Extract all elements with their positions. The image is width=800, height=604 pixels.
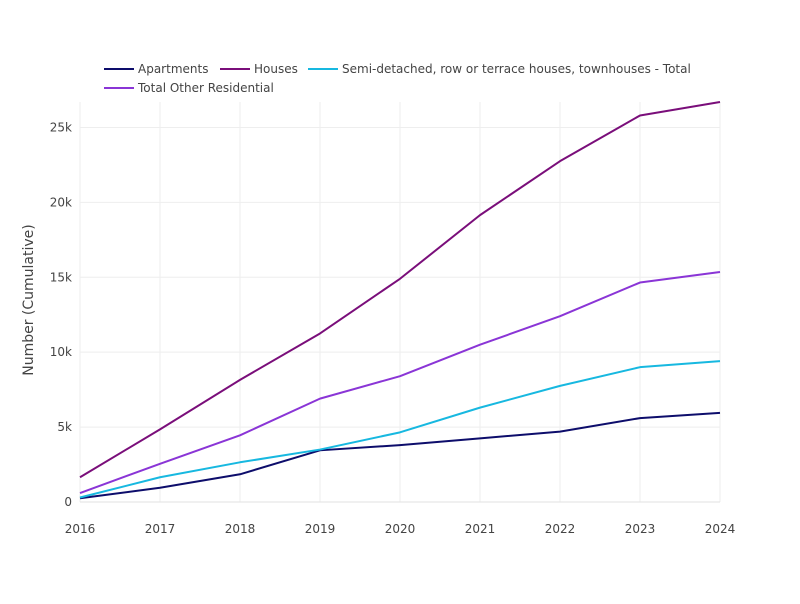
legend-label: Semi-detached, row or terrace houses, to… (342, 62, 691, 76)
y-tick-label: 15k (50, 270, 72, 284)
x-tick-label: 2018 (225, 522, 256, 536)
legend-label: Total Other Residential (137, 81, 274, 95)
x-tick-label: 2022 (545, 522, 576, 536)
legend[interactable]: Apartments Houses Semi-detached, row or te… (104, 62, 691, 95)
y-tick-label: 25k (50, 120, 72, 134)
series-line-3[interactable] (79, 271, 721, 494)
y-tick-label: 5k (57, 420, 72, 434)
y-tick-label: 10k (50, 345, 72, 359)
x-tick-label: 2019 (305, 522, 336, 536)
axes: 2016 2017 2018 2019 2020 2021 2022 2023 2024 0 5k 1… (50, 120, 735, 536)
series-line-0[interactable] (79, 411, 721, 500)
gridlines (79, 102, 721, 503)
series-lines (79, 101, 721, 500)
legend-item[interactable]: Apartments (104, 62, 208, 76)
x-tick-label: 2016 (65, 522, 96, 536)
y-tick-label: 20k (50, 195, 72, 209)
x-tick-label: 2020 (385, 522, 416, 536)
y-tick-label: 0 (64, 495, 72, 509)
legend-label: Houses (254, 62, 298, 76)
y-axis-label: Number (Cumulative) (21, 224, 37, 376)
x-tick-label: 2023 (625, 522, 656, 536)
x-tick-label: 2024 (705, 522, 736, 536)
legend-item[interactable]: Total Other Residential (104, 81, 274, 95)
x-tick-label: 2017 (145, 522, 176, 536)
series-line-2[interactable] (79, 360, 721, 499)
series-line-1[interactable] (79, 101, 721, 479)
legend-item[interactable]: Houses (220, 62, 298, 76)
legend-label: Apartments (138, 62, 208, 76)
legend-item[interactable]: Semi-detached, row or terrace houses, to… (308, 62, 691, 76)
x-tick-label: 2021 (465, 522, 496, 536)
